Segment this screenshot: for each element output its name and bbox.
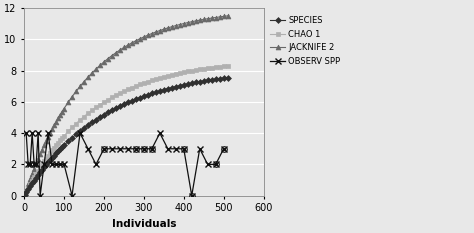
JACKNIFE 2 (225, 14, 230, 17)
OBSERV SPP (46, 132, 51, 134)
OBSERV SPP (57, 163, 63, 166)
OBSERV SPP (41, 163, 47, 166)
OBSERV SPP (49, 163, 55, 166)
JACKNIFE 2 (193, 20, 199, 22)
OBSERV SPP (197, 147, 202, 150)
JACKNIFE 2 (129, 41, 135, 44)
Legend: SPECIES, CHAO 1, JACKNIFE 2, OBSERV SPP: SPECIES, CHAO 1, JACKNIFE 2, OBSERV SPP (270, 16, 341, 66)
OBSERV SPP (133, 147, 139, 150)
OBSERV SPP (35, 132, 41, 134)
OBSERV SPP (37, 194, 43, 197)
OBSERV SPP (221, 147, 227, 150)
SPECIES (193, 81, 199, 84)
OBSERV SPP (85, 147, 91, 150)
OBSERV SPP (25, 163, 31, 166)
Line: JACKNIFE 2: JACKNIFE 2 (22, 14, 230, 198)
OBSERV SPP (149, 147, 155, 150)
OBSERV SPP (53, 163, 59, 166)
OBSERV SPP (29, 132, 35, 134)
SPECIES (22, 194, 27, 196)
X-axis label: Individuals: Individuals (111, 219, 176, 229)
CHAO 1 (53, 144, 59, 147)
CHAO 1 (31, 176, 37, 179)
OBSERV SPP (117, 147, 123, 150)
OBSERV SPP (157, 132, 163, 134)
OBSERV SPP (189, 194, 195, 197)
SPECIES (129, 99, 135, 102)
JACKNIFE 2 (221, 15, 227, 18)
OBSERV SPP (165, 147, 171, 150)
OBSERV SPP (33, 163, 39, 166)
OBSERV SPP (93, 163, 99, 166)
SPECIES (53, 152, 59, 155)
OBSERV SPP (101, 147, 107, 150)
OBSERV SPP (173, 147, 179, 150)
CHAO 1 (46, 154, 51, 157)
JACKNIFE 2 (22, 194, 27, 197)
CHAO 1 (22, 193, 27, 196)
CHAO 1 (193, 69, 199, 71)
OBSERV SPP (213, 163, 219, 166)
SPECIES (46, 161, 51, 164)
Line: OBSERV SPP: OBSERV SPP (23, 130, 227, 199)
OBSERV SPP (31, 163, 37, 166)
SPECIES (225, 76, 230, 79)
OBSERV SPP (141, 147, 147, 150)
OBSERV SPP (125, 147, 131, 150)
CHAO 1 (225, 64, 230, 67)
OBSERV SPP (69, 194, 75, 197)
OBSERV SPP (27, 163, 33, 166)
OBSERV SPP (205, 163, 210, 166)
JACKNIFE 2 (31, 167, 37, 170)
OBSERV SPP (23, 132, 29, 134)
OBSERV SPP (181, 147, 187, 150)
OBSERV SPP (61, 163, 67, 166)
SPECIES (221, 77, 227, 79)
Line: CHAO 1: CHAO 1 (22, 64, 230, 197)
JACKNIFE 2 (53, 120, 59, 123)
JACKNIFE 2 (46, 136, 51, 138)
SPECIES (31, 179, 37, 182)
OBSERV SPP (109, 147, 115, 150)
Line: SPECIES: SPECIES (22, 75, 230, 197)
CHAO 1 (221, 65, 227, 67)
OBSERV SPP (77, 132, 83, 134)
CHAO 1 (129, 86, 135, 89)
